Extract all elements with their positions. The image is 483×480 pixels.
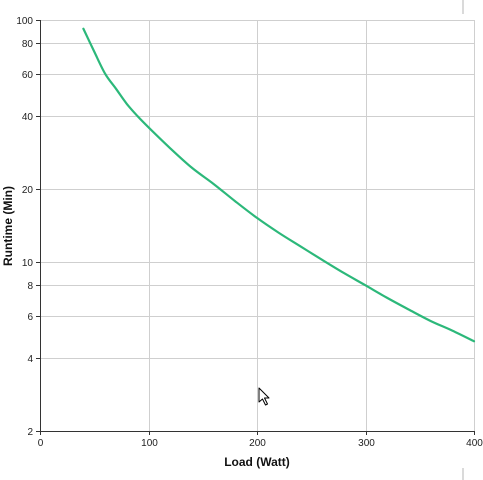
- y-tick-label: 10: [22, 258, 34, 269]
- y-tick-label: 20: [22, 185, 34, 196]
- y-tick-label: 4: [27, 354, 33, 365]
- y-tick-label: 6: [27, 312, 33, 323]
- label-layer: Load (Watt) Runtime (Min): [1, 186, 290, 469]
- x-tick-label: 300: [358, 438, 375, 449]
- x-tick-label: 0: [38, 438, 44, 449]
- x-tick-label: 200: [249, 438, 266, 449]
- series-layer: [82, 27, 476, 343]
- axis-layer: 0 100 200 300 400 2 4 6 8 10 20 40 60 80 100: [16, 16, 483, 449]
- x-axis-label: Load (Watt): [224, 455, 290, 469]
- y-tick-label: 80: [22, 39, 34, 50]
- mouse-cursor-icon: [258, 387, 270, 406]
- x-tick-label: 400: [466, 438, 483, 449]
- y-tick-label: 60: [22, 70, 34, 81]
- y-tick-label: 100: [16, 16, 33, 27]
- y-tick-label: 40: [22, 112, 34, 123]
- y-axis-label: Runtime (Min): [1, 186, 15, 266]
- x-tick-label: 100: [141, 438, 158, 449]
- y-tick-label: 8: [27, 281, 33, 292]
- y-tick-label: 2: [27, 427, 33, 438]
- grid-layer: [40, 20, 475, 432]
- runtime-series-line: [82, 27, 476, 343]
